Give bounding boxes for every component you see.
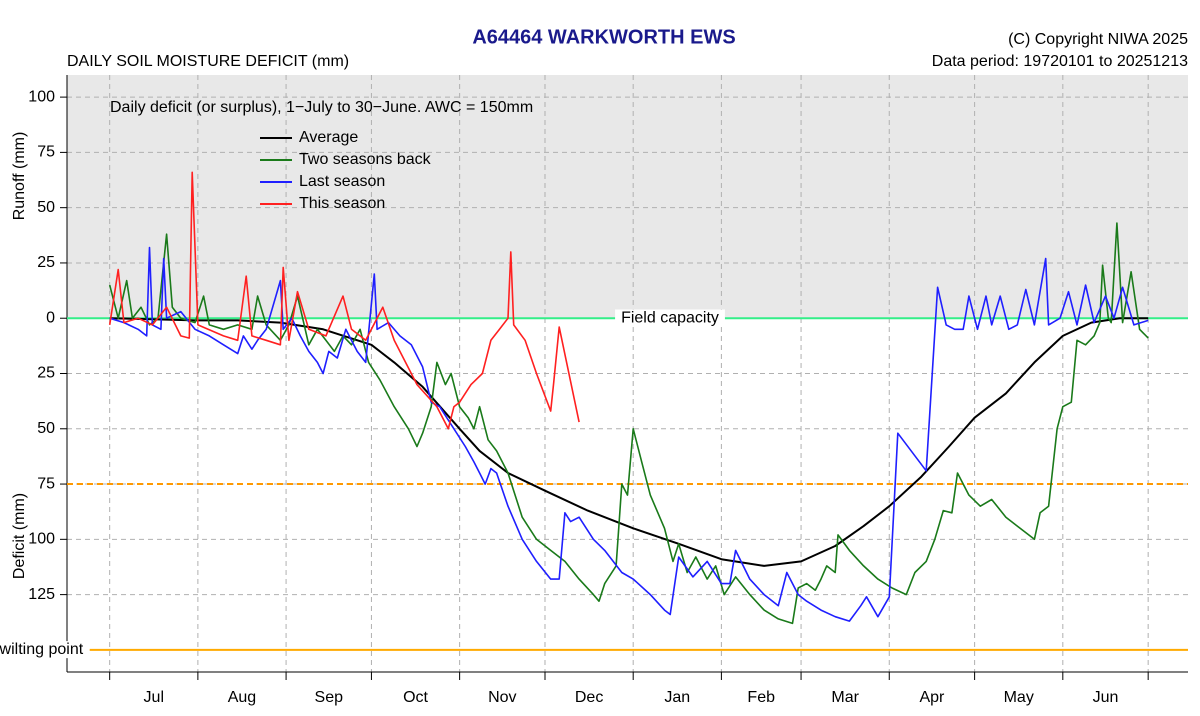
reference-label: Permanent wilting point	[0, 641, 84, 658]
y-tick-label: 0	[46, 309, 55, 326]
x-tick-label: Jun	[1093, 689, 1119, 706]
y-tick-label: 75	[37, 475, 55, 492]
y-tick-label: 100	[28, 88, 55, 105]
series-line	[108, 171, 580, 430]
x-tick-label: Jul	[144, 689, 164, 706]
chart-title: A64464 WARKWORTH EWS	[472, 26, 735, 48]
x-tick-label: Feb	[747, 689, 775, 706]
y-tick-label: 50	[37, 420, 55, 437]
x-tick-label: Mar	[831, 689, 859, 706]
y-tick-label: 75	[37, 144, 55, 161]
annotation: Daily deficit (or surplus), 1−July to 30…	[110, 99, 533, 116]
y-tick-label: 25	[37, 365, 55, 382]
series-line	[109, 246, 1149, 622]
series-line	[109, 317, 1149, 567]
x-tick-label: Aug	[228, 689, 256, 706]
y-tick-label: 25	[37, 254, 55, 271]
y-tick-label: 125	[28, 586, 55, 603]
y-tick-label: 50	[37, 199, 55, 216]
x-tick-label: Nov	[488, 689, 516, 706]
x-tick-label: Oct	[403, 689, 428, 706]
copyright: (C) Copyright NIWA 2025	[1008, 31, 1188, 48]
x-tick-label: Jan	[664, 689, 690, 706]
y-axis-label: Runoff (mm)	[11, 132, 28, 221]
runoff-zone	[67, 75, 1188, 319]
reference-label-bg	[0, 641, 90, 659]
series-line	[108, 222, 1149, 625]
x-tick-label: Sep	[315, 689, 344, 706]
x-tick-label: Dec	[575, 689, 603, 706]
legend-label: Last season	[299, 173, 385, 190]
reference-label-bg	[615, 309, 725, 327]
x-tick-label: May	[1004, 689, 1034, 706]
data-period: Data period: 19720101 to 20251213	[932, 53, 1188, 70]
legend-label: Average	[299, 129, 358, 146]
reference-label: Field capacity	[621, 309, 719, 326]
chart-subtitle: DAILY SOIL MOISTURE DEFICIT (mm)	[67, 53, 349, 70]
y-tick-label: 100	[28, 531, 55, 548]
y-axis-label: Deficit (mm)	[11, 493, 28, 579]
legend-label: Two seasons back	[299, 151, 432, 168]
x-tick-label: Apr	[919, 689, 945, 706]
legend-label: This season	[299, 195, 385, 212]
